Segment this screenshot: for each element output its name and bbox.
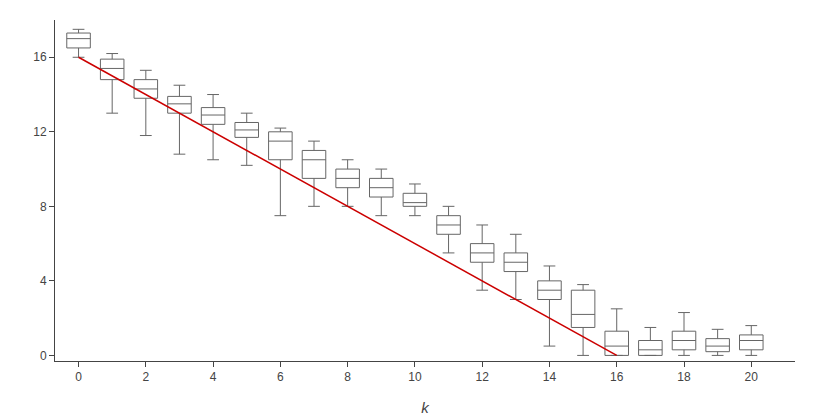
svg-text:16: 16 xyxy=(33,50,47,64)
svg-text:10: 10 xyxy=(408,370,422,384)
svg-text:6: 6 xyxy=(277,370,284,384)
svg-text:4: 4 xyxy=(40,274,47,288)
svg-text:12: 12 xyxy=(476,370,490,384)
svg-text:0: 0 xyxy=(75,370,82,384)
svg-text:12: 12 xyxy=(33,125,47,139)
svg-text:16: 16 xyxy=(610,370,624,384)
svg-text:20: 20 xyxy=(745,370,759,384)
svg-text:14: 14 xyxy=(543,370,557,384)
svg-text:2: 2 xyxy=(142,370,149,384)
svg-text:18: 18 xyxy=(677,370,691,384)
svg-text:8: 8 xyxy=(40,200,47,214)
svg-text:0: 0 xyxy=(40,349,47,363)
svg-text:k: k xyxy=(421,399,430,416)
svg-text:4: 4 xyxy=(210,370,217,384)
svg-text:8: 8 xyxy=(344,370,351,384)
